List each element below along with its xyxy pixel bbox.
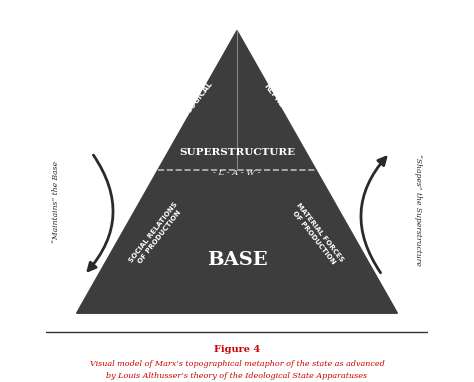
Text: “Shapes” the Superstructure: “Shapes” the Superstructure <box>414 154 422 266</box>
FancyArrowPatch shape <box>361 157 386 273</box>
Text: “Maintains” the Base: “Maintains” the Base <box>52 162 60 243</box>
Text: MATERIAL FORCES
OF PRODUCTION: MATERIAL FORCES OF PRODUCTION <box>290 202 345 268</box>
Text: Figure 4: Figure 4 <box>214 345 260 354</box>
Text: REPRESSIVE: REPRESSIVE <box>261 82 301 128</box>
Text: IDEOLOGICAL: IDEOLOGICAL <box>172 79 214 131</box>
Text: by Louis Althusser’s theory of the Ideological State Apparatuses: by Louis Althusser’s theory of the Ideol… <box>107 372 367 380</box>
Text: SOCIAL RELATIONS
OF PRODUCTION: SOCIAL RELATIONS OF PRODUCTION <box>128 201 185 269</box>
Polygon shape <box>77 31 397 313</box>
Text: Visual model of Marx’s topographical metaphor of the state as advanced: Visual model of Marx’s topographical met… <box>90 360 384 367</box>
FancyArrowPatch shape <box>88 155 113 270</box>
Text: BASE: BASE <box>207 251 267 269</box>
Text: SUPERSTRUCTURE: SUPERSTRUCTURE <box>179 148 295 157</box>
Text: - L - A - W -: - L - A - W - <box>213 169 261 176</box>
